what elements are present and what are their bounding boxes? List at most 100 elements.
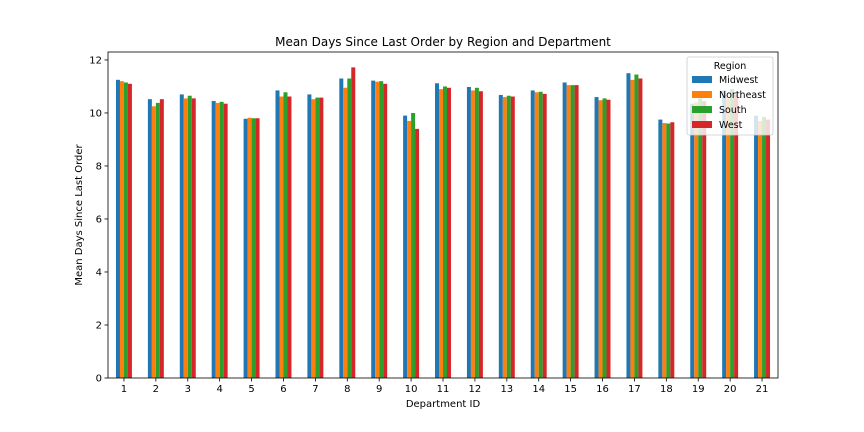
bar-south-dept-8	[347, 78, 352, 378]
bar-west-dept-5	[255, 118, 260, 378]
bar-northeast-dept-18	[662, 123, 667, 378]
bar-northeast-dept-16	[598, 100, 603, 379]
bar-south-dept-17	[634, 74, 639, 378]
bar-midwest-dept-20	[722, 90, 727, 379]
bar-midwest-dept-11	[435, 83, 440, 379]
bar-midwest-dept-14	[530, 90, 535, 379]
chart-title: Mean Days Since Last Order by Region and…	[275, 35, 611, 49]
bar-midwest-dept-12	[466, 86, 471, 379]
bar-west-dept-15	[574, 85, 579, 378]
bar-west-dept-17	[638, 78, 643, 378]
bar-midwest-dept-4	[211, 101, 216, 378]
bar-south-dept-13	[506, 95, 511, 378]
bar-west-dept-8	[351, 67, 356, 379]
bar-south-dept-19	[698, 98, 703, 378]
bar-northeast-dept-9	[375, 81, 380, 379]
bar-midwest-dept-21	[754, 115, 759, 379]
bar-midwest-dept-15	[562, 82, 567, 378]
bar-west-dept-10	[415, 128, 420, 378]
bar-northeast-dept-21	[758, 120, 763, 378]
bar-south-dept-3	[187, 95, 192, 378]
bar-northeast-dept-8	[343, 87, 348, 378]
x-tick-label: 8	[344, 384, 350, 395]
bar-south-dept-21	[762, 116, 767, 379]
legend-label-west: West	[719, 120, 743, 131]
bar-northeast-dept-11	[439, 89, 443, 379]
bar-northeast-dept-19	[694, 102, 699, 379]
bar-west-dept-4	[223, 103, 228, 379]
bar-south-dept-16	[602, 98, 607, 378]
bar-northeast-dept-4	[215, 102, 220, 378]
legend-label-northeast: Northeast	[719, 90, 766, 101]
x-tick-label: 3	[185, 384, 191, 395]
y-tick-label: 4	[96, 267, 102, 278]
y-tick-label: 6	[96, 214, 102, 225]
x-tick-label: 9	[376, 384, 382, 395]
x-tick-label: 18	[660, 384, 673, 395]
y-axis: 0 2 4 6 8 10 12	[89, 55, 108, 385]
bar-south-dept-1	[123, 82, 128, 378]
bar-south-dept-18	[666, 123, 671, 378]
bar-midwest-dept-2	[147, 99, 152, 379]
x-tick-label: 7	[312, 384, 318, 395]
bar-midwest-dept-7	[307, 94, 312, 378]
bar-south-dept-11	[443, 86, 447, 379]
y-tick-label: 2	[96, 320, 102, 331]
bar-northeast-dept-7	[311, 99, 316, 379]
bar-south-dept-9	[379, 81, 384, 379]
x-tick-label: 14	[532, 384, 545, 395]
bar-south-dept-2	[155, 102, 160, 378]
bar-west-dept-9	[383, 83, 388, 379]
bar-northeast-dept-5	[247, 117, 252, 378]
bar-northeast-dept-17	[630, 79, 635, 378]
bar-south-dept-4	[219, 101, 224, 378]
bar-south-dept-20	[730, 89, 735, 379]
y-tick-label: 8	[96, 161, 102, 172]
bar-west-dept-12	[478, 91, 483, 378]
bar-northeast-dept-15	[566, 85, 571, 378]
bar-midwest-dept-19	[690, 103, 695, 379]
x-tick-label: 19	[692, 384, 705, 395]
bar-midwest-dept-16	[594, 97, 599, 378]
bar-midwest-dept-17	[626, 73, 631, 378]
x-tick-label: 1	[121, 384, 127, 395]
bar-west-dept-18	[670, 122, 675, 379]
y-axis-label: Mean Days Since Last Order	[74, 143, 85, 285]
y-tick-label: 10	[89, 108, 102, 119]
bar-south-dept-10	[411, 112, 416, 379]
bar-west-dept-19	[702, 101, 707, 378]
x-tick-label: 16	[596, 384, 609, 395]
legend-label-midwest: Midwest	[719, 75, 758, 86]
bars-layer	[115, 67, 771, 379]
bar-south-dept-6	[283, 92, 288, 378]
bar-northeast-dept-2	[151, 106, 156, 378]
legend-title: Region	[714, 61, 747, 72]
bar-midwest-dept-9	[371, 80, 376, 379]
x-tick-label: 15	[564, 384, 577, 395]
bar-west-dept-21	[766, 119, 771, 378]
bar-midwest-dept-18	[658, 119, 663, 378]
bar-northeast-dept-3	[183, 98, 188, 378]
bar-midwest-dept-5	[243, 118, 248, 378]
y-tick-label: 0	[96, 374, 102, 385]
plot-frame	[107, 51, 779, 379]
bar-south-dept-14	[538, 91, 543, 378]
bar-south-dept-12	[474, 87, 479, 378]
bar-west-dept-6	[287, 96, 292, 378]
x-tick-label: 20	[724, 384, 737, 395]
x-tick-label: 21	[756, 384, 769, 395]
x-tick-label: 11	[437, 384, 450, 395]
bar-northeast-dept-1	[119, 81, 124, 379]
bar-west-dept-20	[734, 94, 739, 378]
bar-west-dept-1	[127, 83, 132, 379]
bar-west-dept-7	[319, 97, 324, 378]
bar-midwest-dept-10	[403, 115, 408, 379]
bar-midwest-dept-3	[179, 94, 184, 378]
x-tick-label: 4	[216, 384, 222, 395]
bar-west-dept-11	[446, 87, 451, 378]
bar-west-dept-16	[606, 99, 611, 379]
bar-midwest-dept-6	[275, 90, 280, 379]
x-axis: 1 2 3 4 5 6 7 8 9 10 11 12 13 14 15 16 17 18 19 20 21	[121, 378, 769, 395]
legend-swatch-west	[692, 121, 712, 128]
